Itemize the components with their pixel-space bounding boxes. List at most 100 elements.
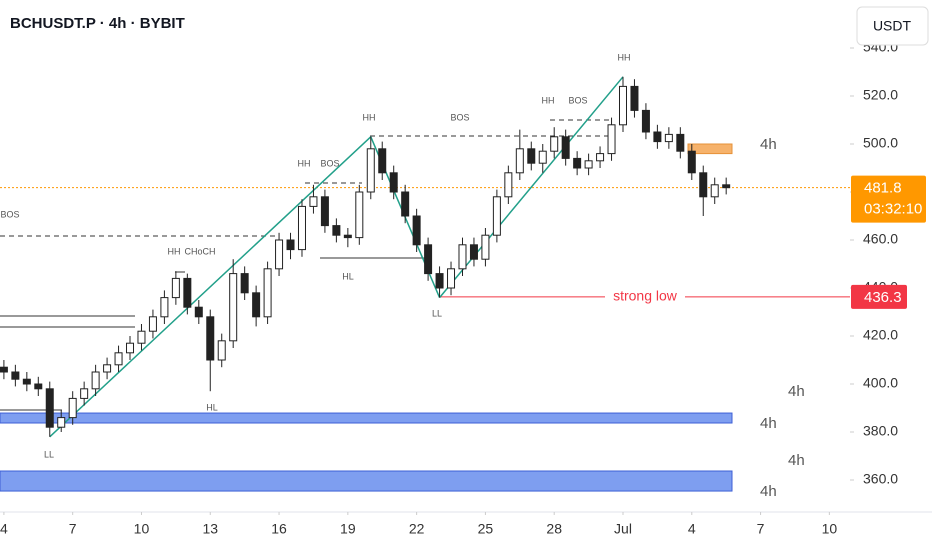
structure-label: LL [44, 449, 54, 459]
candle-body [504, 172, 513, 198]
candle-body [366, 148, 375, 193]
candle-body [252, 292, 261, 318]
y-tick-label: 500.0 [863, 135, 898, 151]
candle-body [699, 172, 708, 198]
strong-low-text: strong low [613, 288, 678, 304]
candle-body [309, 196, 318, 207]
candle-body [11, 371, 20, 380]
structure-label: HH [168, 246, 181, 256]
zone [687, 143, 733, 155]
candle-body [481, 234, 490, 260]
zone-label: 4h [788, 452, 805, 469]
candle-body [469, 244, 478, 260]
candle-body [424, 244, 433, 275]
candle-body [401, 191, 410, 217]
candle-body [80, 388, 89, 399]
candle-body [343, 234, 352, 239]
candle-body [447, 268, 456, 289]
candle-body [171, 277, 180, 299]
y-tick-label: 460.0 [863, 231, 898, 247]
candle-body [653, 131, 662, 143]
candle-body [527, 148, 536, 164]
candle-body [206, 316, 215, 361]
candle-body [57, 417, 66, 428]
currency-label[interactable]: USDT [873, 18, 912, 34]
structure-label: HH [618, 52, 631, 62]
structure-label: CHoCH [184, 246, 215, 256]
candle-body [320, 196, 329, 227]
strong-low-price: 436.3 [864, 289, 902, 306]
x-tick-label: Jul [614, 521, 632, 537]
structure-label: BOS [568, 95, 587, 105]
structure-label: HL [206, 402, 218, 412]
symbol-title: BCHUSDT.P · 4h · BYBIT [10, 15, 185, 32]
candle-body [710, 184, 719, 198]
x-tick-label: 16 [271, 521, 287, 537]
candle-body [194, 306, 203, 318]
candle-body [45, 388, 54, 428]
zone [0, 412, 733, 424]
structure-label: BOS [450, 112, 469, 122]
last-price-box [851, 175, 926, 223]
x-tick-label: 7 [69, 521, 77, 537]
candle-body [332, 225, 341, 236]
candle-body [561, 136, 570, 159]
candle-body [68, 397, 77, 419]
x-tick-label: 4 [0, 521, 8, 537]
candle-body [550, 136, 559, 152]
x-tick-label: 28 [546, 521, 562, 537]
candle-body [217, 340, 226, 361]
x-tick-label: 22 [409, 521, 425, 537]
candle-body [664, 133, 673, 143]
candle-body [183, 277, 192, 308]
swing-line [49, 136, 372, 438]
candle-body [378, 148, 387, 174]
candle-body [607, 124, 616, 155]
structure-label: HH [542, 95, 555, 105]
candle-body [687, 150, 696, 174]
zone-label: 4h [760, 415, 777, 432]
swing-line [438, 76, 624, 299]
candle-body [297, 205, 306, 251]
candle-body [722, 184, 731, 189]
y-tick-label: 400.0 [863, 375, 898, 391]
candle-body [275, 239, 284, 270]
candle-body [160, 297, 169, 318]
structure-label: BOS [0, 209, 19, 219]
structure-label: HH [363, 112, 376, 122]
y-tick-label: 380.0 [863, 423, 898, 439]
y-tick-label: 520.0 [863, 87, 898, 103]
candle-body [584, 160, 593, 169]
x-tick-label: 4 [688, 521, 696, 537]
candle-body [596, 153, 605, 162]
candle-body [0, 366, 8, 373]
x-tick-label: 10 [134, 521, 150, 537]
candle-body [538, 150, 547, 164]
structure-label: BOS [320, 158, 339, 168]
candle-body [148, 316, 157, 332]
candle-body [126, 342, 135, 354]
candle-body [355, 191, 364, 239]
candle-body [676, 133, 685, 152]
candle-body [286, 239, 295, 251]
candle-body [229, 273, 238, 342]
candle-body [412, 215, 421, 246]
zone-label: 4h [760, 136, 777, 153]
y-tick-label: 420.0 [863, 327, 898, 343]
countdown-label: 03:32:10 [864, 201, 922, 218]
x-tick-label: 25 [478, 521, 494, 537]
y-tick-label: 360.0 [863, 471, 898, 487]
candle-body [34, 383, 43, 390]
candle-body [114, 352, 123, 366]
structure-label: HH [298, 158, 311, 168]
currency-button[interactable] [856, 6, 929, 46]
candle-body [618, 85, 627, 126]
last-price-label: 481.8 [864, 180, 902, 197]
strong-low-box [851, 284, 907, 309]
candle-body [240, 273, 249, 294]
candle-body [137, 330, 146, 344]
structure-label: LL [432, 308, 442, 318]
candle-body [22, 378, 31, 385]
